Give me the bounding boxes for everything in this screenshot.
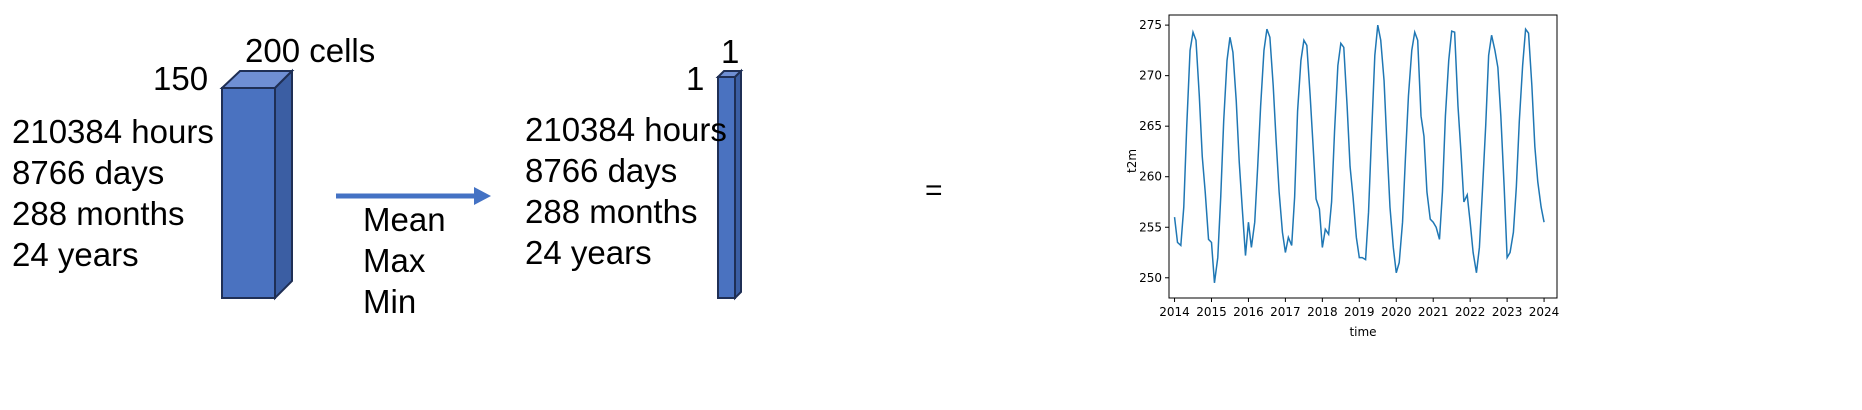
plot-area <box>1168 14 1558 299</box>
y-tick-label: 260 <box>1139 170 1162 184</box>
x-tick-label: 2014 <box>1159 305 1190 319</box>
x-axis: 2014 2015 2016 2017 2018 2019 2020 2021 2022 2023… <box>1159 298 1559 319</box>
time-dimensions-right: 210384 hours 8766 days 288 months 24 yea… <box>525 106 727 276</box>
t2m-line-chart: 2014 2015 2016 2017 2018 2019 2020 2021 2022 2023… <box>1125 14 1559 339</box>
y-axis-label: t2m <box>1125 149 1139 173</box>
x-tick-label: 2019 <box>1344 305 1375 319</box>
time-years-left: 24 years <box>12 236 139 273</box>
y-tick-label: 265 <box>1139 119 1162 133</box>
t2m-series-line <box>1173 24 1545 283</box>
time-hours-right: 210384 hours <box>525 111 727 148</box>
y-axis: 250 255 260 265 270 275 <box>1139 18 1169 285</box>
data-cube-left <box>219 68 295 301</box>
time-days-right: 8766 days <box>525 152 678 189</box>
x-tick-label: 2024 <box>1529 305 1560 319</box>
y-tick-label: 270 <box>1139 69 1162 83</box>
time-years-right: 24 years <box>525 234 652 271</box>
cube-left-side <box>274 68 293 301</box>
data-column-right <box>715 68 744 301</box>
x-tick-label: 2016 <box>1233 305 1264 319</box>
operations-list: Mean Max Min <box>363 199 446 322</box>
time-months-right: 288 months <box>525 193 698 230</box>
x-tick-label: 2023 <box>1492 305 1523 319</box>
x-tick-label: 2017 <box>1270 305 1301 319</box>
width-label-right: 1 <box>721 33 740 70</box>
operation-min: Min <box>363 283 417 320</box>
x-tick-label: 2015 <box>1196 305 1227 319</box>
height-label-left: 150 <box>153 60 209 97</box>
cube-left-front <box>221 87 276 299</box>
width-label-left: 200 cells <box>245 32 376 69</box>
time-hours-left: 210384 hours <box>12 113 214 150</box>
operation-max: Max <box>363 242 426 279</box>
y-tick-label: 250 <box>1139 271 1162 285</box>
x-tick-label: 2022 <box>1455 305 1486 319</box>
x-axis-label: time <box>1349 325 1376 339</box>
x-tick-label: 2021 <box>1418 305 1449 319</box>
reduce-arrow <box>336 187 491 205</box>
x-tick-label: 2020 <box>1381 305 1412 319</box>
time-dimensions-left: 210384 hours 8766 days 288 months 24 yea… <box>12 108 214 278</box>
y-tick-label: 255 <box>1139 220 1162 234</box>
equals-sign: = <box>925 174 943 207</box>
y-tick-label: 275 <box>1139 18 1162 32</box>
operation-mean: Mean <box>363 201 446 238</box>
time-months-left: 288 months <box>12 195 185 232</box>
x-tick-label: 2018 <box>1307 305 1338 319</box>
column-right-front <box>717 76 736 299</box>
height-label-right: 1 <box>686 60 705 97</box>
time-days-left: 8766 days <box>12 154 165 191</box>
